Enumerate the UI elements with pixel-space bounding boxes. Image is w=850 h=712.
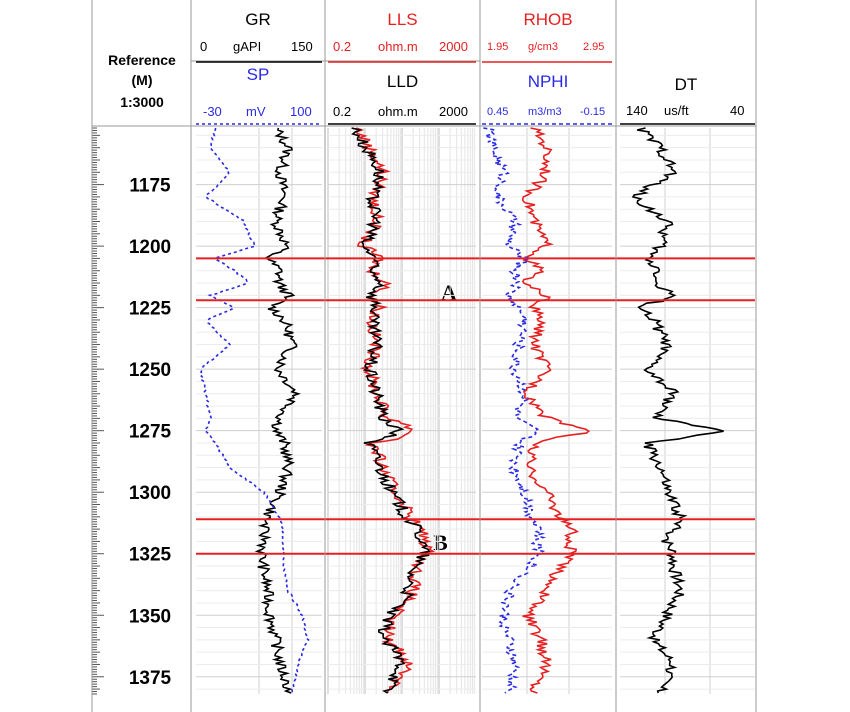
- zone-label-a: A: [441, 280, 457, 305]
- lld-track-title: LLD: [386, 72, 419, 91]
- dt-track-title: DT: [674, 75, 698, 94]
- lld-scale-unit: ohm.m: [378, 104, 418, 119]
- lls-track-title: LLS: [387, 10, 418, 29]
- depth-tick-label: 1375: [129, 668, 172, 689]
- depth-tick-label: 1250: [129, 360, 171, 381]
- depth-tick-label: 1275: [129, 422, 172, 443]
- lls-scale-min: 0.2: [333, 39, 352, 54]
- reference-label: Reference: [108, 52, 176, 68]
- dt-curve: [631, 127, 724, 694]
- zone-markers: [196, 257, 755, 555]
- gr-curve: [254, 127, 301, 694]
- sp-track-title: SP: [246, 65, 270, 84]
- sp-curve: [200, 127, 310, 694]
- rhob-scale-max: 2.95: [583, 41, 605, 53]
- nphi-scale-unit: m3/m3: [528, 106, 562, 118]
- sp-scale-min: -30: [203, 104, 222, 119]
- dt-scale-min: 140: [626, 103, 648, 118]
- nphi-scale-max: -0.15: [580, 106, 606, 118]
- depth-tick-label: 1300: [129, 483, 171, 504]
- track-frame: [91, 0, 757, 712]
- sp-scale-unit: mV: [246, 104, 266, 119]
- depth-tick-label: 1175: [129, 176, 171, 197]
- nphi-scale-min: 0.45: [487, 106, 509, 118]
- rhob-scale-min: 1.95: [487, 41, 509, 53]
- depth-tick-label: 1225: [129, 299, 172, 320]
- reference-unit: (M): [131, 72, 153, 88]
- zone-label-b: B: [433, 530, 448, 555]
- log-curves: [200, 127, 724, 694]
- lld-scale-min: 0.2: [333, 104, 352, 119]
- lld-curve: [351, 127, 431, 694]
- gr-track-title: GR: [245, 10, 271, 29]
- dt-scale-unit: us/ft: [664, 103, 689, 118]
- gr-scale-max: 150: [291, 39, 313, 54]
- reference-scale: 1:3000: [120, 94, 164, 110]
- depth-tick-label: 1350: [129, 606, 171, 627]
- lls-scale-unit: ohm.m: [378, 39, 418, 54]
- sp-scale-max: 100: [290, 104, 312, 119]
- rhob-curve: [521, 127, 591, 694]
- gr-scale-unit: gAPI: [233, 39, 262, 54]
- gr-scale-min: 0: [200, 39, 208, 54]
- nphi-track-title: NPHI: [527, 72, 569, 91]
- dt-scale-max: 40: [730, 103, 745, 118]
- depth-tick-label: 1200: [129, 237, 171, 258]
- depth-axis: 1175 1200 1225 1250 1275 1300 1325 1350 1375: [92, 127, 172, 695]
- track-grid: [196, 128, 755, 694]
- depth-tick-label: 1325: [129, 545, 172, 566]
- lld-scale-max: 2000: [439, 104, 468, 119]
- lls-scale-max: 2000: [439, 39, 468, 54]
- rhob-track-title: RHOB: [523, 10, 573, 29]
- rhob-scale-unit: g/cm3: [528, 41, 558, 53]
- nphi-curve: [481, 127, 547, 694]
